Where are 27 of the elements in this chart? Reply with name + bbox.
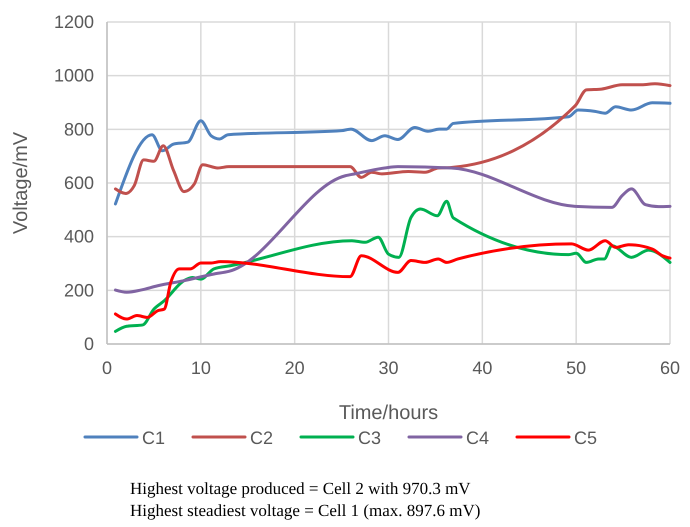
text: Highest voltage produced = Cell 2 with 970.3 mV — [130, 479, 472, 498]
x-tick-label: 0 — [102, 358, 112, 378]
y-axis-title: Voltage/mV — [10, 131, 32, 234]
y-tick-label: 600 — [64, 173, 94, 193]
line-series — [114, 239, 672, 321]
legend-label: C5 — [574, 428, 598, 448]
y-tick-label: 1200 — [54, 12, 94, 32]
legend-label: C4 — [466, 428, 490, 448]
legend-label: C3 — [358, 428, 382, 448]
x-tick-label: 40 — [472, 358, 492, 378]
line-series — [114, 82, 672, 195]
x-tick-label: 50 — [566, 358, 586, 378]
y-tick-label: 1000 — [54, 66, 94, 86]
text: Highest steadiest voltage = Cell 1 (max. 897.6 mV) — [130, 501, 480, 520]
line-series — [114, 165, 672, 294]
x-tick-label: 60 — [660, 358, 680, 378]
y-tick-label: 0 — [84, 334, 94, 354]
legend-label: C1 — [142, 428, 166, 448]
y-tick-label: 400 — [64, 226, 94, 247]
x-tick-label: 30 — [378, 358, 399, 378]
x-tick-label: 20 — [284, 358, 305, 378]
legend-label: C2 — [250, 428, 274, 448]
x-axis-title: Time/hours — [338, 402, 438, 424]
y-tick-label: 800 — [64, 119, 94, 140]
x-tick-label: 10 — [190, 358, 211, 378]
y-tick-label: 200 — [64, 280, 94, 300]
line-series — [114, 101, 672, 206]
